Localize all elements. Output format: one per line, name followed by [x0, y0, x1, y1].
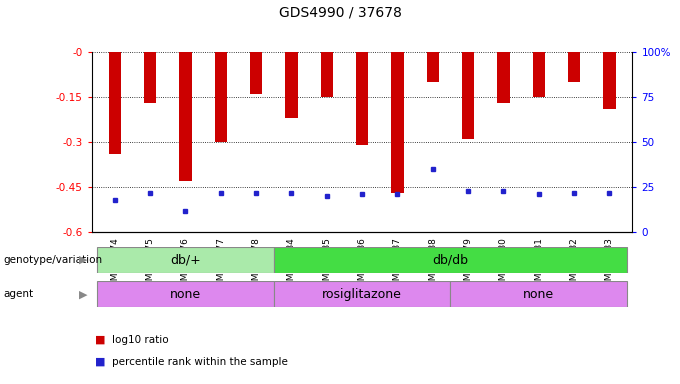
Bar: [144, 52, 156, 103]
Text: genotype/variation: genotype/variation: [3, 255, 103, 265]
Bar: [320, 52, 333, 97]
Text: db/+: db/+: [170, 253, 201, 266]
Text: rosiglitazone: rosiglitazone: [322, 288, 402, 301]
Text: ▶: ▶: [79, 255, 87, 265]
Bar: [250, 52, 262, 94]
Bar: [462, 52, 474, 139]
Text: agent: agent: [3, 289, 33, 299]
Bar: [356, 52, 369, 145]
Text: db/db: db/db: [432, 253, 469, 266]
Text: log10 ratio: log10 ratio: [112, 335, 169, 345]
Text: GDS4990 / 37678: GDS4990 / 37678: [279, 6, 401, 20]
Bar: [97, 247, 274, 273]
Text: ▶: ▶: [79, 289, 87, 299]
Bar: [285, 52, 298, 118]
Text: ■: ■: [95, 335, 105, 345]
Bar: [180, 52, 192, 181]
Bar: [568, 52, 580, 82]
Bar: [497, 52, 509, 103]
Bar: [391, 52, 404, 193]
Bar: [215, 52, 227, 142]
Bar: [109, 52, 121, 154]
Text: none: none: [170, 288, 201, 301]
Text: ■: ■: [95, 357, 105, 367]
Bar: [97, 281, 274, 307]
Bar: [532, 52, 545, 97]
Bar: [426, 52, 439, 82]
Bar: [450, 281, 627, 307]
Text: none: none: [523, 288, 554, 301]
Text: percentile rank within the sample: percentile rank within the sample: [112, 357, 288, 367]
Bar: [603, 52, 615, 109]
Bar: [274, 247, 627, 273]
Bar: [274, 281, 450, 307]
